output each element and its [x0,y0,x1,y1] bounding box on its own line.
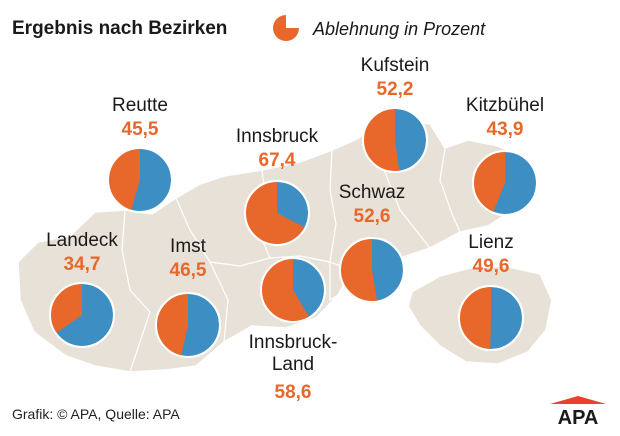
district-value-imst: 46,5 [169,260,207,281]
district-value-landeck: 34,7 [63,254,101,275]
pie-innsbruck-land [260,257,326,323]
district-name-kufstein: Kufstein [360,55,430,76]
district-value-schwaz: 52,6 [353,206,391,227]
pie-reutte [107,147,173,213]
apa-logo-text: APA [558,407,599,426]
district-name-schwaz: Schwaz [338,182,406,203]
pie-lienz [458,285,524,351]
pie-slice-ablehnung-landeck [49,282,82,334]
pie-slice-ablehnung-reutte [107,148,140,211]
district-name-lienz: Lienz [468,232,514,253]
pie-landeck [49,282,115,348]
district-value-kitzbuehel: 43,9 [486,119,524,140]
district-value-innsbruck: 67,4 [258,150,296,171]
apa-logo: APA [550,396,606,426]
source-credit: Grafik: © APA, Quelle: APA [12,406,180,422]
pie-slice-ablehnung-innsbruck-land [260,258,310,323]
pie-slice-ablehnung-innsbruck [245,181,306,245]
chart-title: Ergebnis nach Bezirken [12,18,228,39]
pie-innsbruck [244,180,310,246]
pie-slice-ablehnung-kitzbuehel [472,150,505,213]
pie-slice-ablehnung-lienz [459,286,491,350]
district-name-innsbruck-land: Innsbruck- Land [248,332,338,375]
district-value-innsbruck-land: 58,6 [274,382,312,403]
pie-schwaz [339,237,405,303]
district-value-lienz: 49,6 [472,256,510,277]
district-value-kufstein: 52,2 [376,79,414,100]
legend-label: Ablehnung in Prozent [313,19,486,39]
district-value-reutte: 45,5 [121,119,159,140]
pie-slice-ablehnung-schwaz [339,237,378,302]
pie-slice-ablehnung-imst [155,293,188,357]
pie-kitzbuehel [472,150,538,216]
district-name-kitzbuehel: Kitzbühel [465,95,545,116]
district-name-landeck: Landeck [46,230,118,251]
district-name-reutte: Reutte [112,95,168,116]
pie-kufstein [362,107,428,173]
district-name-innsbruck: Innsbruck [235,126,319,147]
pie-slice-ablehnung-kufstein [362,107,400,172]
legend-pie-icon [273,15,299,41]
pie-imst [155,292,221,358]
district-name-imst: Imst [170,236,206,257]
